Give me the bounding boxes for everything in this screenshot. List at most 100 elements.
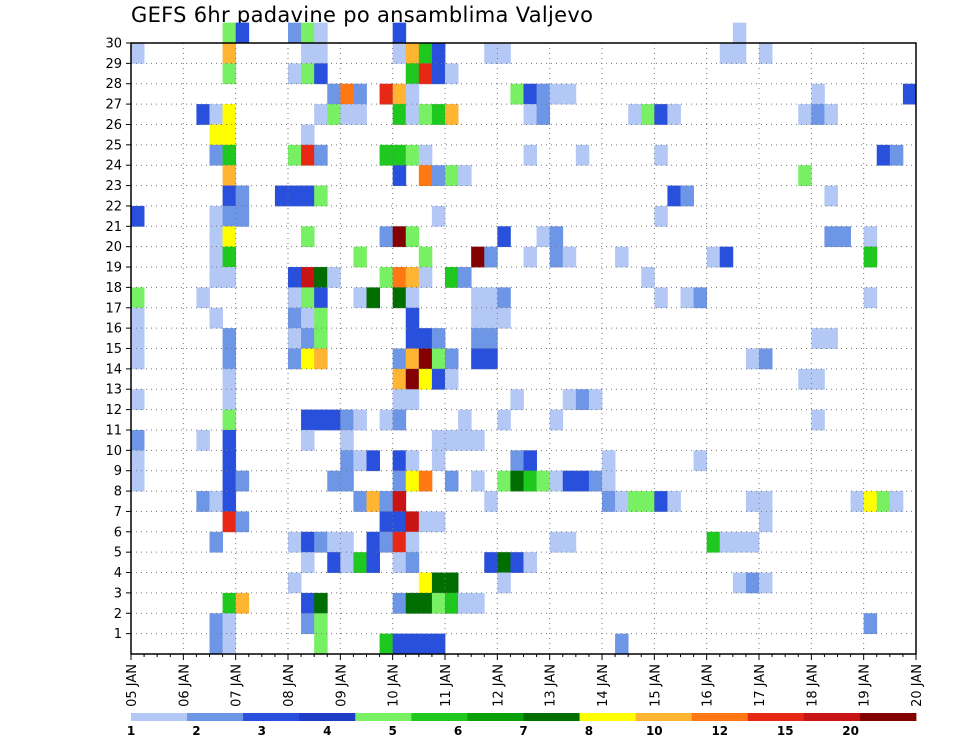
heatmap-cell — [641, 267, 655, 288]
heatmap-cell — [837, 226, 851, 248]
heatmap-cell — [405, 592, 420, 614]
heatmap-cell — [745, 531, 760, 553]
heatmap-cell — [209, 104, 223, 125]
heatmap-cell — [431, 572, 446, 594]
heatmap-cell — [431, 368, 446, 390]
heatmap-cell — [759, 511, 773, 533]
heatmap-cell — [314, 613, 328, 635]
y-tick-label: 22 — [105, 199, 122, 214]
heatmap-cell — [549, 409, 564, 431]
heatmap-cell — [301, 43, 315, 64]
heatmap-cell — [392, 368, 407, 390]
heatmap-cell — [418, 246, 433, 268]
heatmap-cell — [222, 470, 237, 492]
heatmap-cell — [288, 185, 302, 207]
heatmap-cell — [654, 287, 668, 309]
heatmap-cell — [288, 572, 302, 594]
heatmap-cell — [471, 246, 485, 268]
heatmap-cell — [301, 185, 315, 207]
legend-color-swatch — [187, 713, 244, 721]
heatmap-cell — [222, 613, 237, 635]
heatmap-cell — [366, 552, 380, 573]
y-tick-label: 30 — [105, 37, 122, 52]
heatmap-cell — [366, 450, 380, 472]
heatmap-cell — [431, 43, 446, 64]
legend-color-swatch — [747, 713, 805, 721]
legend-label: 15 — [777, 724, 794, 738]
heatmap-cell — [431, 165, 446, 186]
heatmap-cell — [209, 246, 223, 268]
heatmap-cell — [798, 368, 812, 390]
heatmap-cell — [301, 124, 315, 146]
y-tick-label: 18 — [105, 281, 122, 296]
heatmap-cell — [392, 165, 407, 186]
heatmap-cell — [824, 226, 838, 248]
y-tick-label: 24 — [105, 159, 122, 174]
heatmap-cell — [431, 328, 446, 349]
y-tick-label: 4 — [114, 566, 122, 581]
heatmap-cell — [876, 491, 891, 512]
x-tick-label: 14 JAN — [596, 664, 611, 707]
heatmap-cell — [379, 409, 394, 431]
y-tick-label: 27 — [105, 98, 122, 113]
y-tick-label: 19 — [105, 261, 122, 276]
legend-label: 10 — [646, 724, 663, 738]
x-tick-label: 12 JAN — [491, 664, 506, 707]
heatmap-cell — [445, 368, 459, 390]
heatmap-cell — [131, 389, 145, 410]
heatmap-cell — [471, 307, 485, 329]
heatmap-cell — [418, 104, 433, 125]
heatmap-cell — [222, 144, 237, 166]
heatmap-cell — [418, 267, 433, 288]
heatmap-cell — [392, 348, 407, 370]
heatmap-cell — [510, 389, 524, 410]
heatmap-cell — [759, 491, 773, 512]
legend-color-swatch — [579, 713, 637, 721]
heatmap-cell — [379, 83, 394, 105]
heatmap-cell — [602, 450, 616, 472]
heatmap-cell — [405, 552, 420, 573]
heatmap-cell — [379, 511, 394, 533]
heatmap-cell — [562, 531, 577, 553]
heatmap-cell — [798, 104, 812, 125]
heatmap-cell — [131, 328, 145, 349]
heatmap-cell — [392, 511, 407, 533]
heatmap-cell — [575, 470, 590, 492]
heatmap-cell — [667, 491, 681, 512]
y-tick-label: 26 — [105, 118, 122, 133]
y-tick-label: 23 — [105, 179, 122, 194]
heatmap-cell — [484, 348, 498, 370]
heatmap-cell — [222, 43, 237, 64]
legend-color-swatch — [411, 713, 468, 721]
heatmap-cell — [863, 226, 878, 248]
legend-color-swatch — [859, 713, 917, 721]
heatmap-cell — [405, 450, 420, 472]
legend-color-swatch — [243, 713, 300, 721]
heatmap-cell — [288, 22, 302, 44]
heatmap-cell — [484, 246, 498, 268]
legend-label: 1 — [127, 724, 135, 738]
heatmap-cell — [418, 328, 433, 349]
heatmap-cell — [458, 165, 472, 186]
heatmap-cell — [235, 511, 250, 533]
heatmap-cell — [549, 531, 564, 553]
heatmap-cell — [445, 572, 459, 594]
heatmap-cell — [418, 144, 433, 166]
legend-label: 8 — [585, 724, 593, 738]
heatmap-cell — [301, 267, 315, 288]
heatmap-cell — [235, 592, 250, 614]
heatmap-cell — [471, 470, 485, 492]
heatmap-cell — [628, 491, 642, 512]
y-tick-label: 1 — [114, 627, 122, 642]
heatmap-cell — [288, 307, 302, 329]
heatmap-cell — [484, 307, 498, 329]
x-tick-label: 15 JAN — [648, 664, 663, 707]
heatmap-cell — [327, 267, 341, 288]
heatmap-cell — [510, 470, 524, 492]
y-tick-label: 13 — [105, 383, 122, 398]
heatmap-cell — [445, 592, 459, 614]
heatmap-cell — [405, 307, 420, 329]
heatmap-cell — [824, 104, 838, 125]
legend-label: 4 — [323, 724, 331, 738]
heatmap-cell — [301, 552, 315, 573]
